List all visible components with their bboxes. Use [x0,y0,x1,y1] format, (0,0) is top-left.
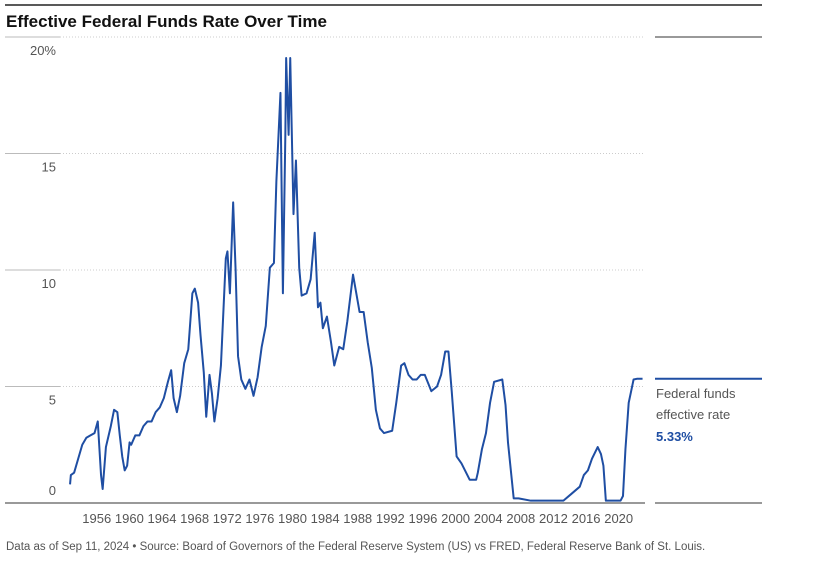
latest-value: 5.33% [656,429,693,444]
x-tick-label: 2004 [474,511,503,526]
x-tick-label: 1992 [376,511,405,526]
x-tick-label: 1972 [213,511,242,526]
legend-label: Federal funds effective rate [656,386,736,422]
x-tick-label: 2016 [572,511,601,526]
x-tick-label: 1984 [311,511,340,526]
x-tick-label: 1996 [408,511,437,526]
x-tick-label: 1960 [115,511,144,526]
x-tick-label: 2008 [506,511,535,526]
chart-title: Effective Federal Funds Rate Over Time [6,12,327,31]
x-tick-label: 2012 [539,511,568,526]
y-tick-label: 5 [49,393,56,408]
x-tick-label: 1956 [82,511,111,526]
x-tick-label: 1988 [343,511,372,526]
y-tick-label: 15 [42,160,56,175]
y-tick-label: 10 [42,276,56,291]
y-tick-label: 0 [49,483,56,498]
series-line [69,56,643,502]
x-tick-label: 1968 [180,511,209,526]
x-tick-label: 1976 [245,511,274,526]
y-tick-label: 20% [30,43,56,58]
x-tick-label: 1964 [148,511,177,526]
footnote: Data as of Sep 11, 2024 • Source: Board … [6,541,705,553]
x-tick-label: 2000 [441,511,470,526]
x-tick-label: 1980 [278,511,307,526]
x-tick-label: 2020 [604,511,633,526]
